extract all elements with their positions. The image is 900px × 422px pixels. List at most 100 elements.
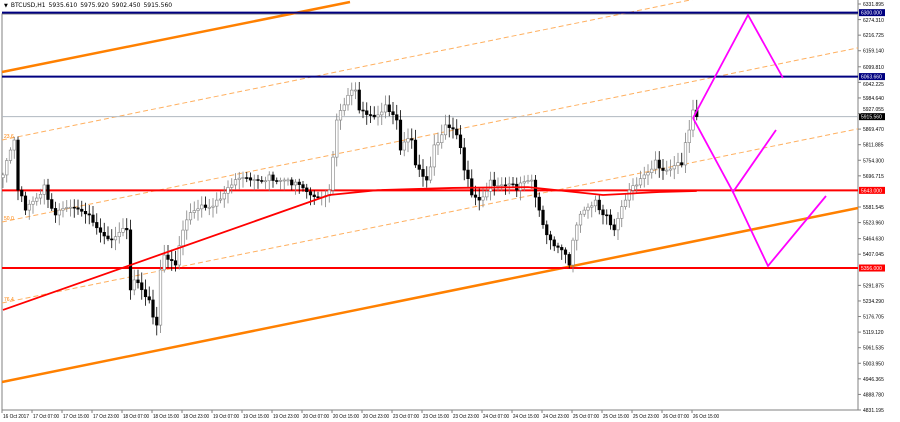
candle <box>406 138 410 143</box>
candle <box>608 214 613 226</box>
x-tick-label: 17 Oct 23:00 <box>93 414 119 420</box>
candle <box>473 194 478 198</box>
y-tick-label: 5176.705 <box>863 315 884 321</box>
triangle-down-icon[interactable]: ▼ <box>4 2 8 9</box>
x-tick-label: 20 Oct 07:00 <box>303 414 329 420</box>
candle <box>98 227 103 233</box>
candle <box>440 134 444 143</box>
candle <box>687 129 691 143</box>
candle <box>282 179 286 182</box>
candle <box>166 254 170 260</box>
candle <box>188 212 193 221</box>
candle <box>68 206 73 209</box>
candle <box>567 254 571 266</box>
candle <box>177 245 181 266</box>
candle <box>368 114 373 116</box>
candle <box>192 210 196 213</box>
y-tick-label: 4888.780 <box>863 392 884 398</box>
y-tick-label: 5003.950 <box>863 361 884 367</box>
candle <box>380 111 384 116</box>
candle <box>631 185 635 191</box>
candle <box>38 194 43 199</box>
candle <box>290 179 294 186</box>
candle <box>230 184 234 188</box>
candle <box>421 169 425 177</box>
candle <box>106 235 110 240</box>
x-tick-label: 24 Oct 15:00 <box>513 414 539 420</box>
candle <box>170 259 174 262</box>
x-tick-label: 19 Oct 15:00 <box>243 414 269 420</box>
candle <box>496 185 500 187</box>
candle <box>46 184 50 200</box>
y-tick-label: 6042.225 <box>863 82 884 88</box>
candle <box>162 254 166 271</box>
candle <box>590 205 594 208</box>
candle <box>413 139 418 166</box>
level-price-label: 5356.000 <box>861 266 882 272</box>
candle <box>571 239 575 266</box>
level-price-tag <box>859 186 885 194</box>
candle <box>455 128 459 136</box>
symbol-label: BTCUSD,H1 <box>10 2 46 9</box>
x-tick-label: 23 Oct 07:00 <box>393 414 419 420</box>
moving-average-line <box>2 186 697 311</box>
candle <box>110 238 114 241</box>
candle <box>241 177 245 179</box>
candle <box>342 104 346 111</box>
candle <box>601 209 605 216</box>
x-tick-label: 26 Oct 07:00 <box>663 414 689 420</box>
candle <box>488 179 493 192</box>
candle <box>301 184 305 189</box>
candle <box>316 196 320 198</box>
y-tick-label: 5754.300 <box>863 158 884 164</box>
candle <box>140 282 144 291</box>
candle <box>361 109 365 112</box>
y-tick-label: 5811.885 <box>863 143 884 149</box>
candle <box>417 164 421 170</box>
x-tick-label: 18 Oct 15:00 <box>153 414 179 420</box>
candle <box>245 177 249 179</box>
candle <box>627 189 631 201</box>
fib-channel-line <box>1 128 859 304</box>
candle <box>233 179 238 186</box>
candle <box>653 159 658 170</box>
candle <box>451 127 455 130</box>
candle <box>503 184 508 187</box>
y-tick-label: 5927.055 <box>863 107 884 113</box>
candle <box>237 177 241 180</box>
y-tick-label: 5581.545 <box>863 205 884 211</box>
open-value: 5935.610 <box>48 2 78 9</box>
level-price-label: 5915.560 <box>861 115 882 121</box>
candle <box>50 199 54 209</box>
candle <box>248 177 253 181</box>
x-tick-label: 23 Oct 23:00 <box>453 414 479 420</box>
y-tick-label: 4831.195 <box>863 408 884 414</box>
candle <box>582 209 586 215</box>
candle <box>185 219 189 231</box>
candle <box>346 94 350 106</box>
candle <box>297 181 301 185</box>
candle <box>271 174 275 181</box>
candle <box>395 114 399 121</box>
candle <box>387 104 391 112</box>
candle <box>353 89 358 92</box>
candle <box>181 229 185 247</box>
candle <box>507 183 511 186</box>
fib-label: 76.4 <box>4 297 14 303</box>
candle <box>563 249 568 255</box>
fib-channel-line <box>1 0 693 141</box>
candle <box>305 187 309 193</box>
y-tick-label: 6331.895 <box>863 2 884 8</box>
candle <box>620 206 624 219</box>
plot-frame <box>1 13 859 411</box>
candle <box>331 156 335 191</box>
x-tick-label: 19 Oct 07:00 <box>213 414 239 420</box>
candle <box>383 104 388 113</box>
candle <box>203 204 208 208</box>
candle <box>410 138 414 141</box>
candle <box>597 199 601 211</box>
candle <box>151 299 155 318</box>
candle <box>428 166 433 181</box>
candle <box>260 180 264 182</box>
